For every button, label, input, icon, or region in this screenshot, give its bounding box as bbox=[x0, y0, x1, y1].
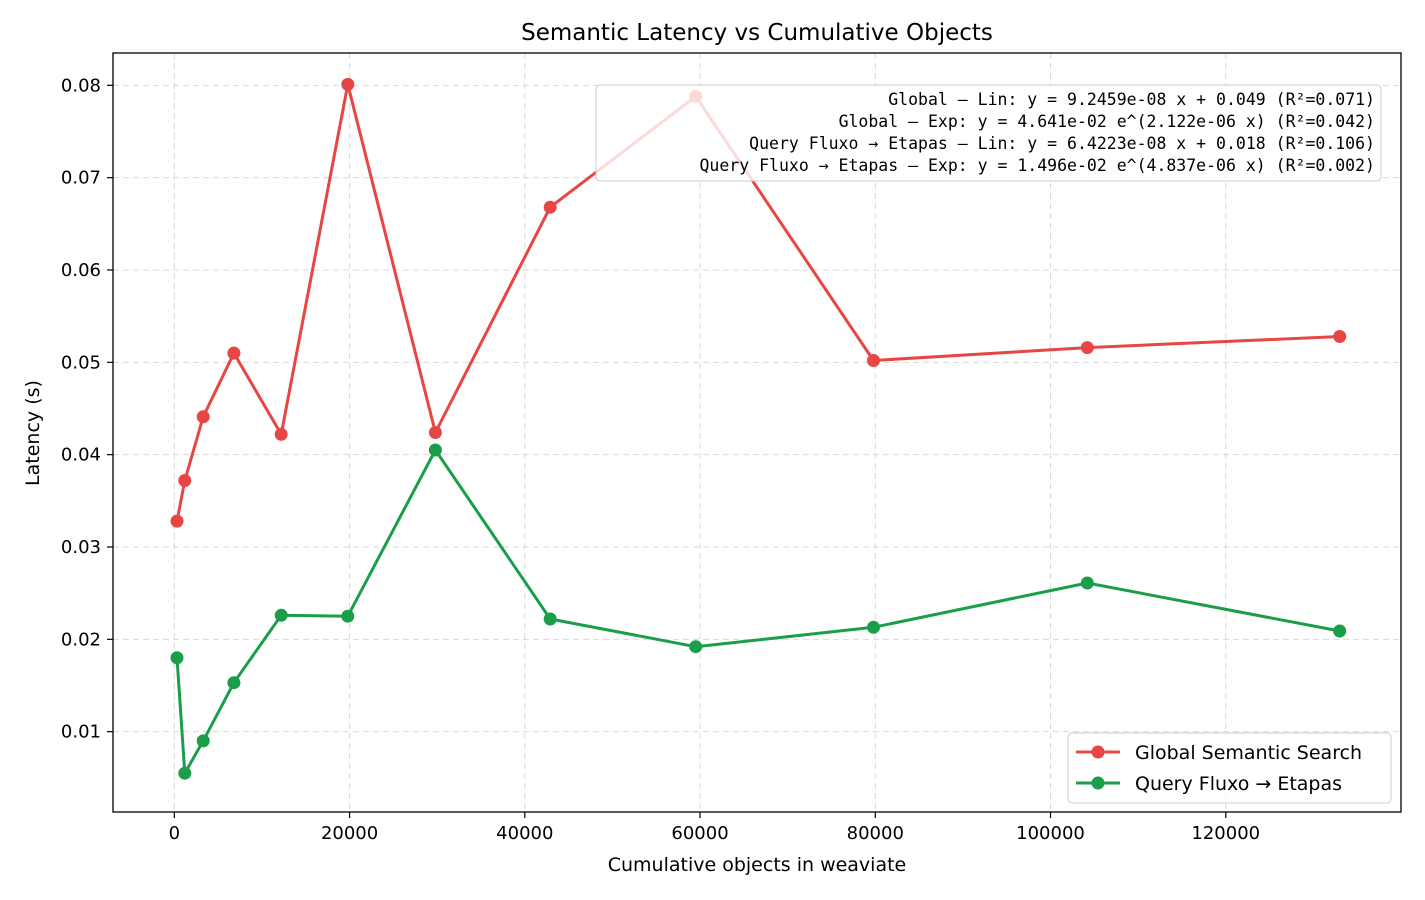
data-point bbox=[1333, 624, 1347, 638]
x-axis-label: Cumulative objects in weaviate bbox=[608, 854, 907, 876]
data-point bbox=[341, 609, 355, 623]
fit-annotation-box: Global – Lin: y = 9.2459e-08 x + 0.049 (… bbox=[595, 84, 1382, 182]
legend-label-query: Query Fluxo → Etapas bbox=[1135, 773, 1342, 795]
data-point bbox=[170, 514, 184, 528]
data-point bbox=[227, 676, 241, 690]
x-tick-label: 0 bbox=[169, 823, 180, 844]
series-1 bbox=[170, 443, 1347, 780]
legend-label-global: Global Semantic Search bbox=[1135, 742, 1362, 764]
data-point bbox=[227, 346, 241, 360]
data-point bbox=[1333, 330, 1347, 343]
y-tick-label: 0.03 bbox=[61, 537, 101, 558]
data-point bbox=[341, 77, 355, 91]
y-tick-label: 0.06 bbox=[61, 260, 101, 281]
annotation-line: Global – Exp: y = 4.641e-02 e^(2.122e-06… bbox=[839, 112, 1375, 131]
x-tick-label: 120000 bbox=[1191, 823, 1260, 844]
x-tick-label: 40000 bbox=[496, 823, 553, 844]
ticks: 0 20000 40000 60000 80000 100000 120000 0.01 0.0… bbox=[61, 75, 1260, 844]
annotation-line: Global – Lin: y = 9.2459e-08 x + 0.049 (… bbox=[888, 90, 1375, 109]
data-point bbox=[428, 426, 442, 439]
data-point bbox=[689, 640, 703, 654]
data-point bbox=[196, 734, 210, 748]
legend-marker-global bbox=[1091, 745, 1105, 759]
y-tick-label: 0.08 bbox=[61, 75, 101, 96]
chart-title: Semantic Latency vs Cumulative Objects bbox=[521, 20, 993, 46]
data-point bbox=[274, 427, 288, 441]
legend-marker-query bbox=[1091, 776, 1105, 790]
data-point bbox=[1080, 341, 1094, 355]
x-tick-label: 60000 bbox=[671, 823, 728, 844]
data-point bbox=[178, 474, 192, 487]
data-point bbox=[867, 354, 880, 367]
data-point bbox=[196, 410, 210, 424]
annotation-line: Query Fluxo → Etapas – Exp: y = 1.496e-0… bbox=[699, 156, 1375, 175]
series-layer bbox=[170, 77, 1347, 780]
x-tick-label: 20000 bbox=[321, 823, 378, 844]
data-point bbox=[543, 200, 557, 214]
legend-background bbox=[1067, 732, 1392, 804]
y-tick-label: 0.07 bbox=[61, 168, 101, 189]
y-axis-label: Latency (s) bbox=[22, 380, 44, 486]
data-point bbox=[1080, 576, 1094, 590]
x-tick-label: 100000 bbox=[1016, 823, 1085, 844]
data-point bbox=[170, 651, 184, 665]
y-tick-label: 0.04 bbox=[61, 445, 101, 466]
data-point bbox=[867, 620, 880, 634]
y-tick-label: 0.02 bbox=[61, 629, 101, 650]
data-point bbox=[543, 612, 557, 626]
y-tick-label: 0.01 bbox=[61, 722, 101, 743]
data-point bbox=[428, 443, 442, 457]
annotation-line: Query Fluxo → Etapas – Lin: y = 6.4223e-… bbox=[749, 134, 1375, 153]
data-point bbox=[178, 766, 192, 780]
y-tick-label: 0.05 bbox=[61, 352, 101, 373]
annotation-background bbox=[595, 84, 1382, 182]
x-tick-label: 80000 bbox=[847, 823, 904, 844]
series-line bbox=[175, 82, 1340, 522]
series-0 bbox=[170, 77, 1347, 528]
legend: Global Semantic Search Query Fluxo → Eta… bbox=[1067, 732, 1392, 804]
plot-frame bbox=[112, 52, 1402, 813]
data-point bbox=[274, 608, 288, 622]
